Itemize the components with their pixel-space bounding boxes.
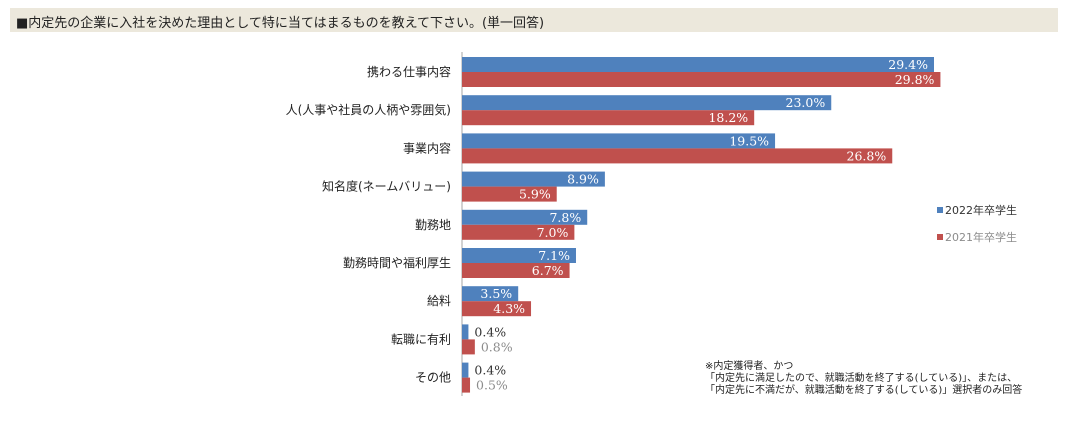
category-label: その他 bbox=[415, 371, 451, 385]
bar-series-b bbox=[462, 339, 475, 355]
data-label: 29.4% bbox=[888, 57, 928, 72]
data-label: 6.7% bbox=[532, 263, 564, 278]
data-label: 18.2% bbox=[708, 110, 748, 125]
data-label: 0.4% bbox=[474, 324, 506, 339]
data-label: 26.8% bbox=[847, 148, 887, 163]
bar-series-a bbox=[462, 362, 469, 378]
bar-series-b bbox=[462, 263, 570, 278]
data-label: 0.5% bbox=[476, 378, 508, 393]
category-label: 転職に有利 bbox=[391, 332, 451, 346]
data-label: 0.4% bbox=[474, 363, 506, 378]
footnote-line-2: 「内定先に満足したので、就職活動を終了する(している)」、または、 bbox=[705, 373, 1018, 384]
data-label: 0.8% bbox=[481, 339, 513, 354]
bar-series-b bbox=[462, 110, 755, 126]
category-label: 知名度(ネームバリュー) bbox=[322, 179, 451, 194]
category-label: 事業内容 bbox=[403, 140, 451, 155]
bar-series-b bbox=[462, 301, 532, 317]
bar-series-a bbox=[462, 209, 588, 225]
question-header: ■内定先の企業に入社を決めた理由として特に当てはまるものを教えて下さい。(単一回… bbox=[10, 8, 1058, 32]
category-label: 人(人事や社員の人柄や雰囲気) bbox=[286, 102, 451, 117]
legend-swatch bbox=[937, 207, 943, 213]
question-title: ■内定先の企業に入社を決めた理由として特に当てはまるものを教えて下さい。(単一回… bbox=[16, 16, 545, 31]
bar-series-b bbox=[462, 186, 557, 202]
footnote-line-1: ※内定獲得者、かつ bbox=[705, 361, 794, 372]
data-label: 23.0% bbox=[786, 95, 826, 110]
data-label: 19.5% bbox=[729, 133, 769, 148]
data-label: 4.3% bbox=[493, 301, 525, 316]
footnote-line-3: 「内定先に不満だが、就職活動を終了する(している)」選択者のみ回答 bbox=[705, 385, 1023, 396]
category-label: 給料 bbox=[427, 294, 451, 308]
legend-swatch bbox=[937, 234, 943, 240]
bar-series-b bbox=[462, 72, 941, 87]
bar-series-b bbox=[462, 377, 471, 393]
legend-label: 2022年卒学生 bbox=[945, 203, 1017, 217]
category-label: 勤務時間や福利厚生 bbox=[343, 255, 451, 270]
data-label: 7.0% bbox=[537, 225, 569, 240]
data-label: 29.8% bbox=[895, 72, 935, 87]
category-label: 携わる仕事内容 bbox=[367, 64, 451, 79]
bar-series-b bbox=[462, 148, 893, 164]
bar-series-a bbox=[462, 286, 519, 302]
bar-series-a bbox=[462, 171, 605, 187]
data-label: 7.8% bbox=[549, 210, 581, 225]
legend-label: 2021年卒学生 bbox=[945, 230, 1017, 244]
bar-series-a bbox=[462, 95, 832, 111]
data-label: 7.1% bbox=[538, 248, 570, 263]
bar-series-a bbox=[462, 57, 934, 72]
data-label: 8.9% bbox=[567, 172, 599, 187]
bar-series-b bbox=[462, 224, 575, 240]
data-label: 3.5% bbox=[480, 286, 512, 301]
bar-series-a bbox=[462, 324, 469, 340]
data-label: 5.9% bbox=[519, 187, 551, 202]
category-label: 勤務地 bbox=[415, 218, 451, 232]
bar-series-a bbox=[462, 248, 576, 263]
footnote: ※内定獲得者、かつ 「内定先に満足したので、就職活動を終了する(している)」、ま… bbox=[705, 361, 1022, 397]
bar-series-a bbox=[462, 133, 776, 149]
